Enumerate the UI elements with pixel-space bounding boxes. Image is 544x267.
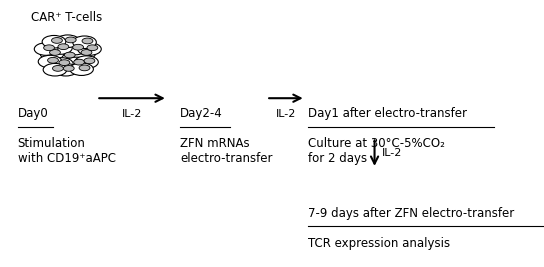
Text: IL-2: IL-2 [382,148,403,158]
Circle shape [42,36,66,48]
Circle shape [73,59,84,65]
Text: Day1 after electro-transfer: Day1 after electro-transfer [308,107,467,120]
Circle shape [63,65,74,71]
Circle shape [50,50,60,55]
Circle shape [59,60,70,65]
Text: Day0: Day0 [17,107,48,120]
Circle shape [58,44,69,50]
Circle shape [70,63,94,76]
Circle shape [73,36,96,49]
Circle shape [78,43,101,55]
Circle shape [55,50,78,63]
Circle shape [50,58,73,70]
Circle shape [38,55,62,68]
Circle shape [87,45,98,51]
Circle shape [81,50,92,55]
Circle shape [72,48,95,60]
Circle shape [65,37,76,43]
Text: IL-2: IL-2 [122,109,142,119]
Circle shape [56,35,79,48]
Circle shape [53,65,63,71]
Circle shape [79,65,90,71]
Text: TCR expression analysis: TCR expression analysis [308,237,450,250]
Circle shape [82,38,93,44]
Circle shape [54,64,78,76]
Circle shape [43,64,67,76]
Circle shape [40,48,64,60]
Text: CAR⁺ T-cells: CAR⁺ T-cells [31,11,102,23]
Text: IL-2: IL-2 [276,109,296,119]
Circle shape [84,58,95,64]
Circle shape [52,38,63,43]
Circle shape [73,44,84,50]
Circle shape [64,57,88,70]
Circle shape [64,52,75,58]
Circle shape [48,42,72,54]
Circle shape [75,56,98,68]
Circle shape [63,42,87,55]
Text: ZFN mRNAs
electro-transfer: ZFN mRNAs electro-transfer [180,138,273,166]
Circle shape [34,43,58,55]
Circle shape [44,45,54,51]
Text: Day2-4: Day2-4 [180,107,223,120]
Circle shape [47,57,58,63]
Text: Culture at 30°C-5%CO₂
for 2 days: Culture at 30°C-5%CO₂ for 2 days [308,138,445,166]
Text: Stimulation
with CD19⁺aAPC: Stimulation with CD19⁺aAPC [17,138,115,166]
Text: 7-9 days after ZFN electro-transfer: 7-9 days after ZFN electro-transfer [308,207,514,220]
